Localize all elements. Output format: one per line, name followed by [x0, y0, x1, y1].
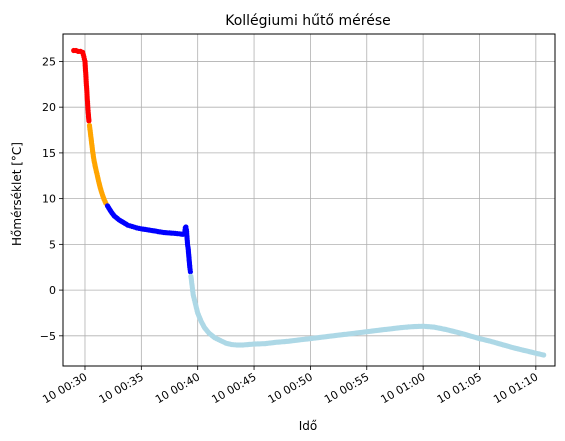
y-axis-label: Hőmérséklet [°C] — [10, 142, 24, 246]
y-axis: 25 20 15 10 5 0 −5 — [40, 55, 63, 343]
y-tick-label: −5 — [40, 330, 56, 343]
y-tick-label: 0 — [49, 284, 56, 297]
grid — [63, 34, 555, 366]
chart-title: Kollégiumi hűtő mérése — [225, 13, 391, 29]
y-tick-label: 15 — [42, 147, 56, 160]
plot-frame — [62, 33, 556, 367]
series-1-points — [86, 122, 109, 206]
series-0-points — [71, 47, 92, 124]
data-point — [541, 352, 547, 358]
series-3-points — [188, 273, 547, 358]
series-2-points — [104, 203, 193, 275]
y-tick-label: 5 — [49, 238, 56, 251]
data-point — [86, 118, 92, 124]
x-axis-label: Idő — [299, 419, 318, 433]
y-tick-label: 25 — [42, 55, 56, 68]
data-points — [71, 47, 547, 358]
y-tick-label: 10 — [42, 193, 56, 206]
y-tick-label: 20 — [42, 101, 56, 114]
data-point — [187, 269, 193, 275]
